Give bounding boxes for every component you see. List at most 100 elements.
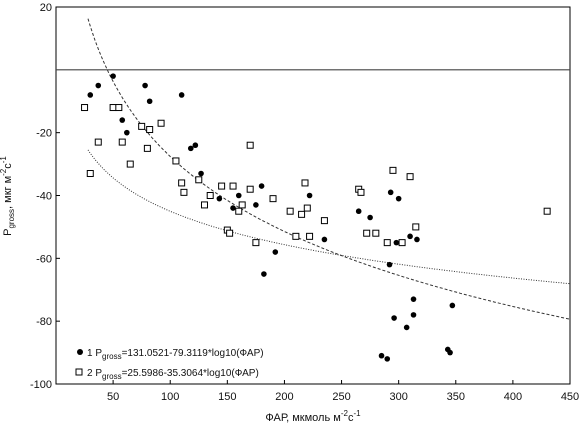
point-series-1 — [367, 214, 373, 221]
point-series-2 — [292, 232, 300, 240]
point-series-1 — [395, 195, 402, 202]
plot-frame — [55, 6, 571, 385]
point-series-2 — [86, 170, 94, 178]
point-series-2 — [398, 239, 406, 247]
point-series-2 — [143, 144, 151, 152]
point-series-2 — [238, 201, 246, 209]
point-series-1 — [306, 192, 313, 199]
point-series-1 — [321, 236, 328, 243]
point-series-1 — [146, 98, 153, 105]
point-series-2 — [306, 232, 314, 240]
legend-marker-open-square — [75, 368, 83, 376]
legend-marker-filled-circle — [77, 349, 83, 355]
y-tick-label: -100 — [30, 379, 52, 391]
y-axis-title: Pgross, мкг м-2с-1 — [0, 156, 16, 236]
point-series-2 — [412, 223, 420, 231]
point-series-2 — [138, 122, 146, 130]
point-series-1 — [178, 92, 185, 98]
point-series-1 — [410, 312, 417, 318]
point-series-1 — [235, 192, 242, 199]
point-series-1 — [253, 202, 259, 208]
legend-label-1: 1 Pgross=131.0521-79.3119*log10(ФАР) — [87, 348, 264, 361]
point-series-1 — [447, 349, 453, 356]
y-tick-label: 20 — [40, 2, 52, 14]
point-series-1 — [384, 356, 391, 362]
point-series-2 — [172, 157, 180, 165]
legend-item-2: 2 Pgross=25.5986-35.3064*log10(ФАР) — [75, 368, 259, 381]
point-series-1 — [449, 302, 456, 309]
point-series-1 — [391, 315, 397, 321]
point-series-2 — [406, 173, 414, 181]
point-series-2 — [383, 239, 391, 247]
point-series-2 — [252, 239, 260, 247]
x-tick-label: 250 — [332, 391, 350, 403]
point-series-2 — [246, 141, 254, 149]
point-series-1 — [403, 324, 410, 331]
x-tick-label: 200 — [275, 391, 293, 403]
point-series-2 — [303, 204, 311, 212]
y-tick-label: -60 — [36, 253, 52, 265]
point-series-2 — [357, 188, 365, 196]
point-series-1 — [187, 145, 194, 152]
point-series-1 — [110, 73, 116, 79]
point-series-1 — [393, 239, 400, 246]
point-series-2 — [109, 104, 117, 112]
point-series-1 — [261, 271, 267, 277]
point-series-2 — [286, 207, 294, 215]
point-series-2 — [246, 185, 254, 193]
point-series-2 — [229, 182, 237, 190]
point-series-1 — [230, 205, 236, 211]
point-series-1 — [410, 296, 417, 302]
y-tick-label: -80 — [36, 316, 52, 328]
point-series-2 — [269, 195, 277, 203]
point-series-2 — [146, 126, 154, 134]
point-series-1 — [142, 82, 148, 89]
data-points — [81, 73, 551, 362]
point-series-2 — [126, 160, 134, 168]
point-series-2 — [298, 210, 306, 218]
legend: 1 Pgross=131.0521-79.3119*log10(ФАР) 2 P… — [75, 348, 264, 381]
legend-item-1: 1 Pgross=131.0521-79.3119*log10(ФАР) — [77, 348, 264, 361]
point-series-1 — [198, 170, 204, 177]
x-tick-label: 400 — [504, 391, 522, 403]
point-series-1 — [355, 208, 362, 215]
point-series-2 — [543, 207, 551, 215]
x-axis-title: ФАР, мкмоль м-2с-1 — [265, 409, 361, 424]
fit-curve-series-2 — [87, 149, 571, 285]
point-series-2 — [94, 138, 102, 146]
point-series-1 — [386, 261, 393, 268]
y-tick-label: -20 — [36, 128, 52, 140]
point-series-2 — [118, 138, 126, 146]
x-tick-label: 50 — [107, 391, 119, 403]
point-series-1 — [407, 233, 413, 240]
point-series-2 — [235, 207, 243, 215]
point-series-2 — [226, 229, 234, 237]
point-series-1 — [258, 183, 265, 189]
point-series-1 — [192, 142, 199, 149]
point-series-1 — [216, 195, 223, 202]
fit-curves — [87, 18, 571, 320]
point-series-2 — [115, 104, 123, 112]
point-series-2 — [178, 179, 186, 187]
y-tick-label: -40 — [36, 191, 52, 203]
point-series-2 — [206, 192, 214, 199]
y-axis-ticks: 20 -20 -40 -60 -80 -100 — [30, 2, 60, 391]
point-series-1 — [124, 129, 130, 136]
point-series-2 — [195, 176, 203, 184]
point-series-2 — [157, 119, 165, 127]
x-tick-label: 350 — [447, 391, 465, 403]
point-series-1 — [119, 117, 126, 123]
point-series-1 — [272, 249, 279, 255]
point-series-1 — [95, 82, 102, 89]
x-tick-label: 300 — [389, 391, 407, 403]
point-series-1 — [378, 352, 385, 359]
legend-label-2: 2 Pgross=25.5986-35.3064*log10(ФАР) — [87, 368, 259, 381]
point-series-2 — [218, 182, 226, 190]
x-tick-label: 450 — [561, 391, 579, 403]
fit-curve-series-1 — [87, 18, 571, 320]
point-series-1 — [87, 92, 94, 98]
point-series-2 — [200, 201, 208, 209]
x-tick-label: 150 — [218, 391, 236, 403]
point-series-1 — [387, 189, 394, 196]
